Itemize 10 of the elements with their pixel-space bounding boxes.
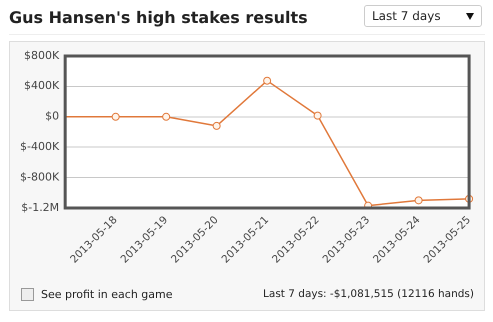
y-tick-label: $0 [45,110,60,123]
y-tick-label: $-1.2M [21,200,60,214]
text: Last 7 days: -$1,081,515 (12116 hands) [263,288,474,300]
chart-title: Gus Hansen's high stakes results [9,8,308,27]
y-tick-label: $800K [24,48,60,62]
y-tick-label: $-400K [20,140,60,154]
dropdown-field: Last 7 days [364,5,482,27]
y-tick-label: $-800K [20,170,60,184]
text: See profit in each game [41,288,173,301]
y-tick-label: $400K [24,79,60,92]
